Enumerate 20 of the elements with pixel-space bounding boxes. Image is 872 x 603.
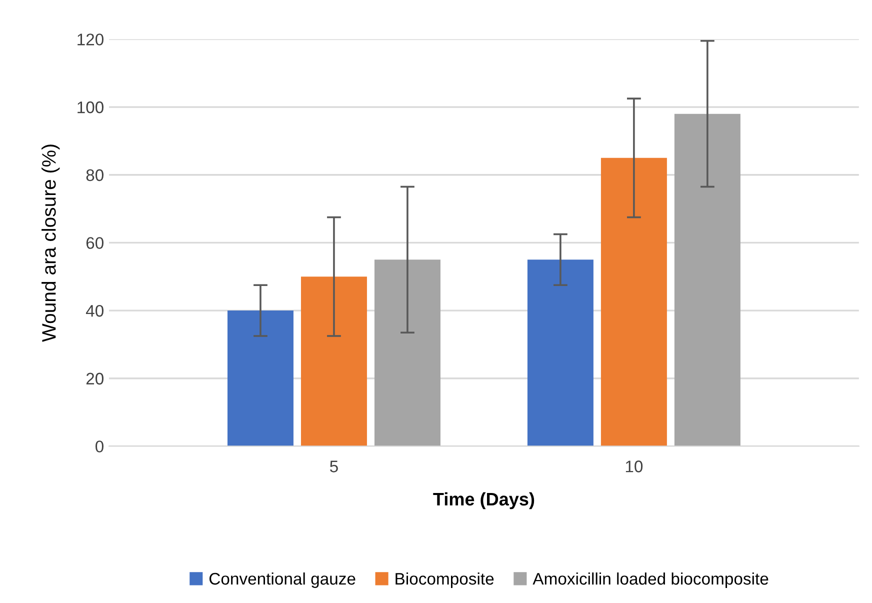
x-tick-label: 5 [330,460,338,472]
bar [527,260,594,446]
x-tick-label: 10 [626,460,643,472]
y-tick-label: 120 [78,34,104,46]
y-tick-label: 60 [86,237,104,249]
bar [674,114,740,446]
bar [300,276,367,446]
legend-label: Amoxicillin loaded biocomposite [532,572,768,588]
y-tick-label: 80 [86,169,104,182]
bar [600,158,667,446]
bar [227,310,294,446]
y-tick-label: 20 [86,372,104,385]
x-axis-title: Time (Days) [433,492,534,510]
y-axis-title: Wound ara closure (%) [42,144,60,342]
legend-label: Biocomposite [396,572,494,588]
y-tick-label: 0 [96,440,104,452]
y-tick-label: 100 [78,101,104,114]
bar [374,260,440,446]
y-tick-label: 40 [86,304,104,317]
legend-label: Conventional gauze [209,572,356,588]
